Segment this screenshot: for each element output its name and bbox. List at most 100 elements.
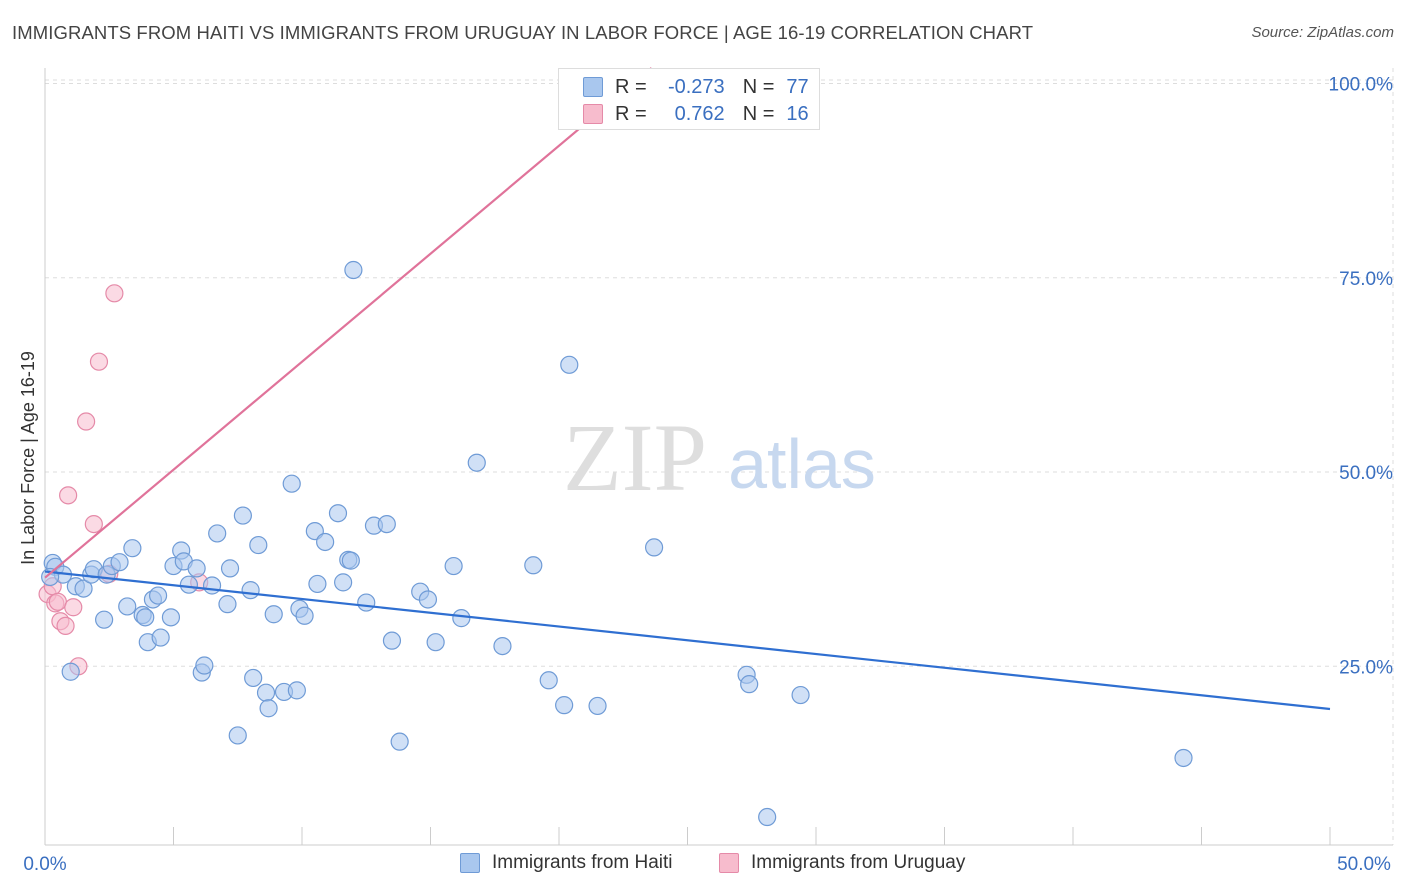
haiti-point bbox=[187, 559, 206, 578]
haiti-swatch bbox=[583, 77, 603, 97]
haiti-point bbox=[344, 260, 363, 280]
haiti-point bbox=[560, 355, 579, 374]
haiti-point bbox=[61, 662, 80, 681]
y-tick-label: 25.0% bbox=[1339, 657, 1393, 678]
haiti-point bbox=[208, 524, 227, 543]
source-credit: Source: ZipAtlas.com bbox=[1251, 24, 1394, 41]
haiti-point bbox=[328, 504, 348, 523]
haiti-point bbox=[316, 532, 335, 552]
haiti-point bbox=[555, 696, 574, 715]
uruguay-point bbox=[77, 412, 96, 431]
haiti-point bbox=[588, 696, 607, 716]
uruguay-point bbox=[89, 352, 109, 371]
haiti-point bbox=[74, 579, 93, 598]
haiti-point bbox=[249, 535, 268, 555]
uruguay-swatch bbox=[583, 104, 603, 124]
haiti-point bbox=[444, 556, 463, 576]
haiti-point bbox=[287, 681, 306, 700]
axes bbox=[44, 68, 1393, 846]
haiti-point bbox=[195, 656, 214, 675]
haiti-point bbox=[390, 732, 409, 751]
chart-title: IMMIGRANTS FROM HAITI VS IMMIGRANTS FROM… bbox=[12, 22, 1034, 43]
n-label: N = bbox=[742, 102, 775, 125]
haiti-point bbox=[179, 575, 199, 594]
watermark-zip: ZIP bbox=[563, 404, 707, 511]
haiti-point bbox=[539, 671, 558, 690]
stats-legend: R = -0.273 N = 77 R = 0.762 N = 16 bbox=[558, 68, 820, 130]
haiti-legend-swatch bbox=[460, 853, 480, 873]
haiti-point bbox=[256, 683, 276, 702]
series-legend: Immigrants from Haiti Immigrants from Ur… bbox=[0, 852, 1406, 878]
haiti-point bbox=[308, 574, 327, 594]
haiti-point bbox=[1174, 748, 1193, 768]
haiti-point bbox=[218, 595, 237, 614]
haiti-point bbox=[148, 586, 168, 605]
haiti-point bbox=[357, 593, 376, 612]
haiti-point bbox=[493, 636, 512, 656]
y-axis-label: In Labor Force | Age 16-19 bbox=[18, 351, 38, 565]
haiti-point bbox=[426, 633, 445, 652]
trend-lines bbox=[44, 67, 1331, 711]
n-value: 16 bbox=[786, 102, 809, 125]
gridlines bbox=[45, 68, 1394, 845]
r-label: R = bbox=[615, 75, 647, 98]
haiti-point bbox=[740, 675, 759, 694]
haiti-point bbox=[334, 573, 353, 592]
uruguay-legend-swatch bbox=[719, 853, 739, 873]
haiti-point bbox=[244, 668, 263, 688]
legend-item-uruguay[interactable]: Immigrants from Uruguay bbox=[719, 852, 965, 874]
haiti-points bbox=[41, 260, 1193, 827]
y-tick-labels: 25.0% 50.0% 75.0% 100.0% bbox=[1329, 75, 1394, 679]
haiti-point bbox=[241, 581, 260, 600]
uruguay-point bbox=[48, 592, 67, 611]
haiti-point bbox=[524, 556, 543, 575]
watermark-atlas: atlas bbox=[728, 425, 876, 503]
haiti-point bbox=[467, 453, 486, 472]
legend-label-haiti: Immigrants from Haiti bbox=[492, 852, 673, 873]
haiti-point bbox=[295, 606, 314, 625]
uruguay-point bbox=[64, 598, 83, 617]
n-value: 77 bbox=[786, 75, 809, 98]
haiti-point bbox=[341, 551, 360, 570]
haiti-point bbox=[123, 539, 142, 558]
haiti-point bbox=[791, 685, 810, 705]
haiti-point bbox=[136, 608, 155, 627]
haiti-point bbox=[233, 506, 252, 525]
legend-label-uruguay: Immigrants from Uruguay bbox=[751, 852, 966, 873]
y-tick-label: 75.0% bbox=[1339, 269, 1393, 290]
haiti-point bbox=[151, 628, 170, 647]
haiti-trend-line bbox=[44, 570, 1331, 711]
uruguay-point bbox=[56, 616, 75, 635]
y-tick-label: 100.0% bbox=[1329, 75, 1394, 96]
haiti-point bbox=[95, 610, 114, 629]
haiti-point bbox=[220, 559, 240, 578]
x-tick-label: 50.0% bbox=[1337, 854, 1391, 875]
watermark: ZIP atlas bbox=[563, 404, 876, 511]
haiti-point bbox=[264, 605, 283, 624]
haiti-point bbox=[644, 538, 664, 557]
n-label: N = bbox=[742, 75, 775, 98]
haiti-point bbox=[758, 807, 777, 827]
stats-row-uruguay: R = 0.762 N = 16 bbox=[583, 102, 809, 126]
uruguay-point bbox=[59, 486, 78, 505]
haiti-point bbox=[259, 699, 278, 718]
haiti-point bbox=[382, 631, 402, 650]
haiti-point bbox=[282, 474, 301, 493]
x-tick-labels: 0.0% 50.0% bbox=[23, 854, 1391, 875]
r-value: 0.762 bbox=[674, 102, 725, 125]
legend-item-haiti[interactable]: Immigrants from Haiti bbox=[460, 852, 673, 874]
r-value: -0.273 bbox=[667, 75, 725, 98]
r-label: R = bbox=[615, 102, 647, 125]
haiti-point bbox=[418, 590, 438, 609]
uruguay-trend-line bbox=[44, 67, 653, 579]
haiti-point bbox=[377, 514, 396, 534]
haiti-point bbox=[118, 597, 137, 616]
stats-row-haiti: R = -0.273 N = 77 bbox=[583, 75, 809, 99]
y-tick-label: 50.0% bbox=[1339, 463, 1393, 484]
haiti-point bbox=[228, 726, 247, 745]
haiti-point bbox=[452, 609, 471, 628]
haiti-point bbox=[110, 553, 129, 572]
uruguay-point bbox=[105, 284, 124, 303]
haiti-point bbox=[202, 576, 222, 595]
